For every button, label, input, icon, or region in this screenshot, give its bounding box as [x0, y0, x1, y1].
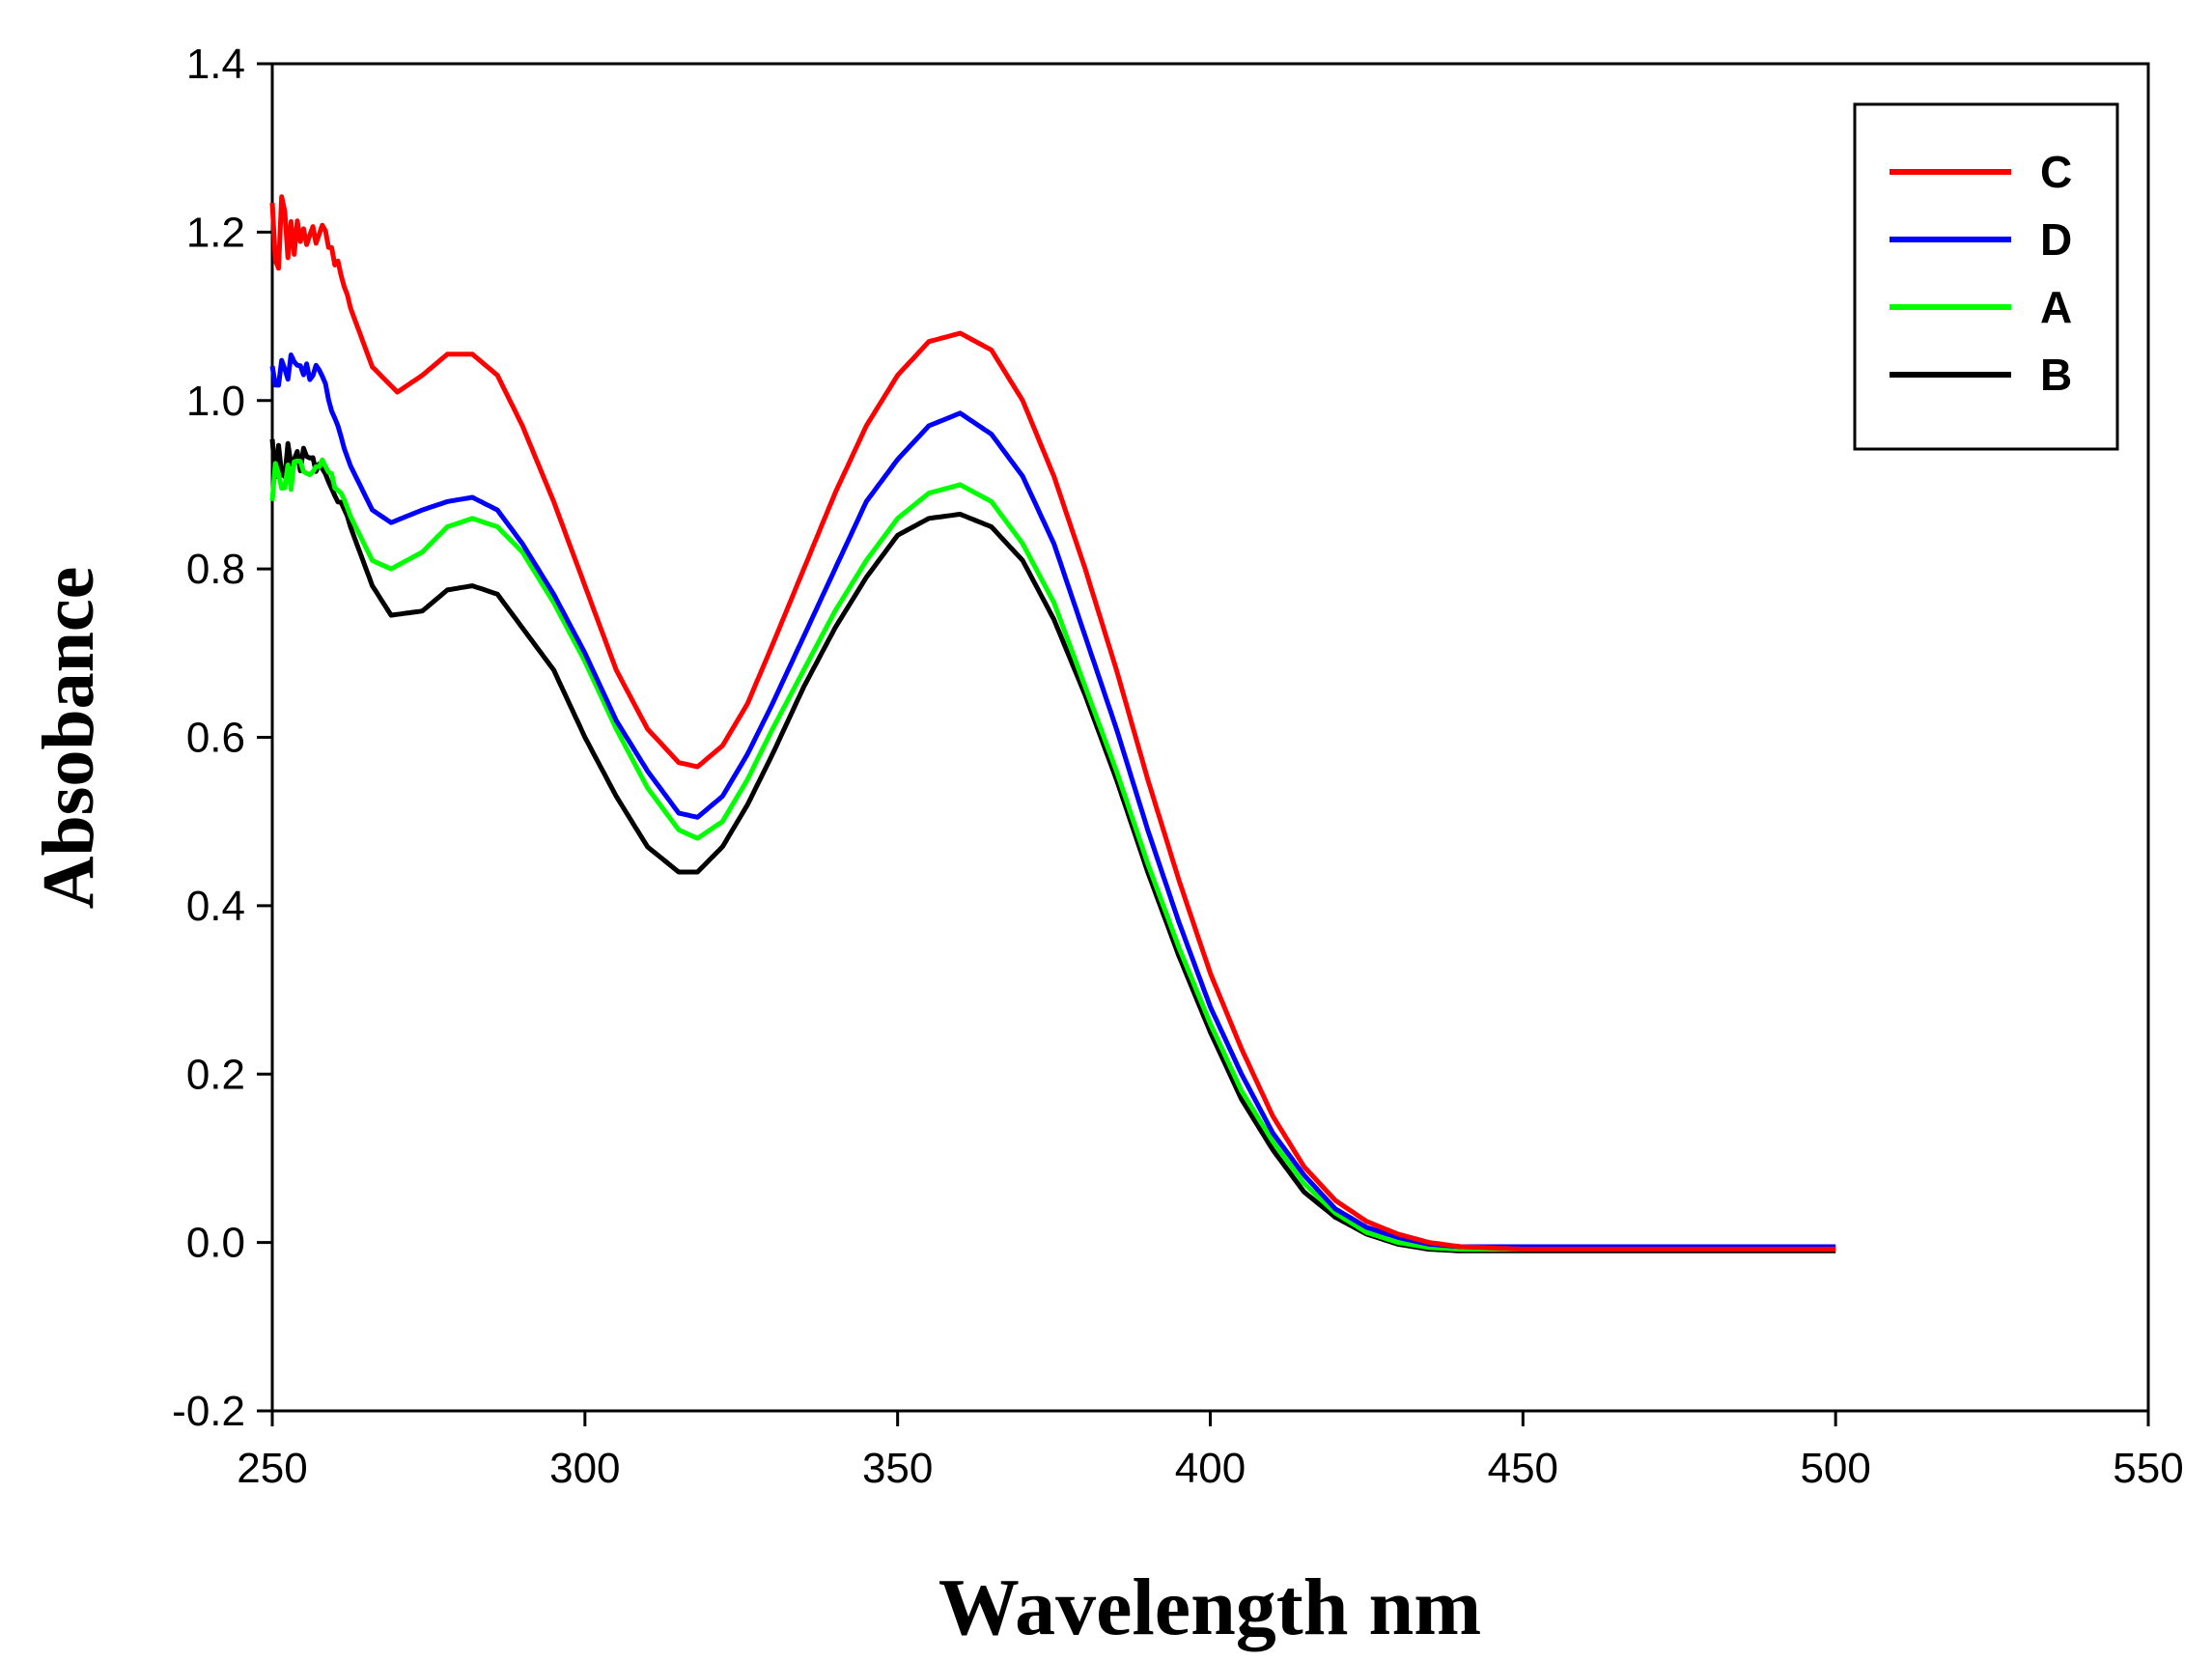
x-tick-label: 500: [1800, 1445, 1870, 1492]
legend-label-a: A: [2040, 282, 2072, 332]
x-tick-label: 350: [862, 1445, 933, 1492]
y-tick-label: 0.0: [186, 1220, 245, 1267]
series-a-line: [269, 457, 1524, 1253]
y-tick-label: -0.2: [172, 1388, 245, 1435]
legend-box: [1853, 102, 2119, 451]
y-tick-label: 1.0: [186, 378, 245, 425]
x-tick-label: 250: [237, 1445, 307, 1492]
x-tick-label: 550: [2113, 1445, 2183, 1492]
x-tick-label: 300: [549, 1445, 620, 1492]
y-tick-label: 0.4: [186, 883, 245, 930]
y-axis-title: Absobance: [28, 567, 109, 910]
series-d-line: [269, 352, 1836, 1250]
x-axis-ticks: 250 300 350 400 450 500 550: [237, 1411, 2184, 1492]
y-tick-label: 0.2: [186, 1051, 245, 1098]
legend-label-b: B: [2040, 350, 2072, 400]
y-tick-label: 0.6: [186, 715, 245, 762]
x-tick-label: 400: [1175, 1445, 1246, 1492]
y-tick-label: 0.8: [186, 546, 245, 593]
series-c-line: [269, 194, 1836, 1253]
series-b-line: [269, 438, 1836, 1253]
legend-label-d: D: [2040, 214, 2072, 265]
x-axis-title: Wavelength nm: [938, 1562, 1481, 1652]
y-tick-label: 1.2: [186, 209, 245, 256]
x-tick-label: 450: [1488, 1445, 1558, 1492]
legend-label-c: C: [2040, 147, 2072, 197]
series-layer: [269, 194, 1836, 1253]
y-tick-label: 1.4: [186, 41, 245, 88]
y-axis-ticks: -0.2 0.0 0.2 0.4 0.6 0.8 1.0 1.2 1.4: [172, 41, 272, 1435]
